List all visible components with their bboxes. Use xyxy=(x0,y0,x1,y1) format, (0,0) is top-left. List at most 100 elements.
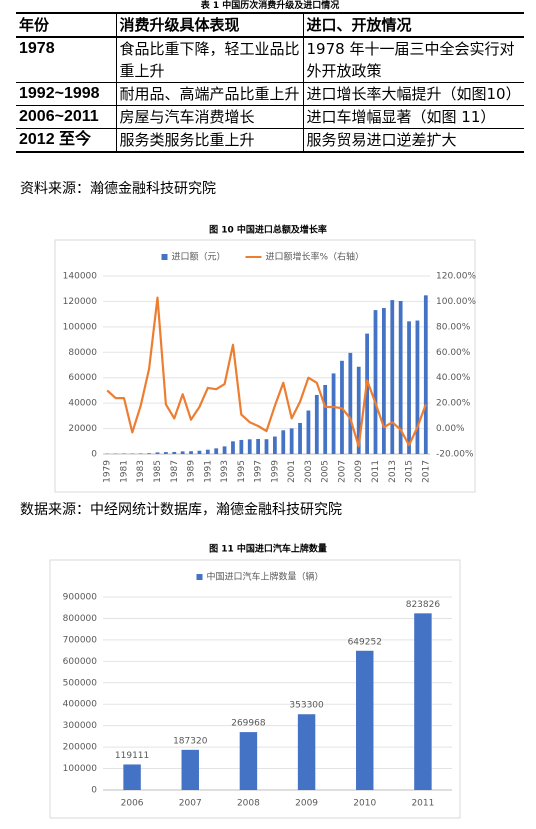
bar xyxy=(239,439,244,454)
x-tick-label: 2010 xyxy=(353,799,376,809)
x-tick-label: 2001 xyxy=(287,460,297,483)
x-tick-label: 2013 xyxy=(388,460,398,483)
bar xyxy=(205,449,210,454)
chart-frame xyxy=(49,559,461,819)
y-tick-label: 700000 xyxy=(63,635,98,645)
bar xyxy=(272,436,277,454)
bar xyxy=(356,366,361,454)
cell: 1978 xyxy=(16,37,116,83)
x-tick-label: 1983 xyxy=(136,460,146,483)
bar xyxy=(264,439,269,454)
bar xyxy=(323,384,328,454)
y-tick-label: 140000 xyxy=(63,272,98,282)
bar xyxy=(398,300,403,454)
y-tick-label: 200000 xyxy=(63,743,98,753)
header-cell: 消费升级具体表现 xyxy=(115,12,303,38)
y-tick-label: 100000 xyxy=(63,764,98,774)
line xyxy=(106,296,427,448)
bar xyxy=(390,300,395,454)
cell: 服务贸易进口逆差扩大 xyxy=(302,128,524,153)
bar xyxy=(297,714,316,790)
x-tick-label: 2011 xyxy=(371,460,381,483)
x-tick-label: 1979 xyxy=(103,460,113,483)
chart-title: 图 10 中国进口总额及增长率 xyxy=(209,224,327,236)
cell: 进口增长率大幅提升（如图10） xyxy=(302,82,524,106)
data-label: 269968 xyxy=(231,719,266,729)
bar xyxy=(163,452,168,454)
bar xyxy=(423,295,428,454)
bar xyxy=(414,613,432,790)
x-tick-label: 2008 xyxy=(237,799,260,809)
bar xyxy=(222,446,227,454)
bar xyxy=(147,453,152,454)
bar xyxy=(256,438,261,454)
header-cell: 年份 xyxy=(16,12,116,38)
y2-tick-label: 20.00% xyxy=(436,399,471,409)
x-tick-label: 2017 xyxy=(421,460,431,483)
table: 年份 消费升级具体表现 进口、开放情况 1978 食品比重下降，轻工业品比重上升 1… xyxy=(16,12,524,153)
y-tick-label: 500000 xyxy=(63,678,98,688)
bar xyxy=(331,373,336,454)
y-tick-label: 900000 xyxy=(63,593,98,603)
cell: 1992~1998 xyxy=(16,82,116,106)
row: 1992~1998 耐用品、高端产品比重上升 进口增长率大幅提升（如图10） xyxy=(16,82,524,106)
row: 2012 至今 服务类服务比重上升 服务贸易进口逆差扩大 xyxy=(16,128,524,153)
cell: 2012 至今 xyxy=(16,128,116,153)
legend-swatch xyxy=(196,574,203,580)
bar xyxy=(298,422,302,454)
y-tick-label: 0 xyxy=(91,450,97,460)
x-tick-label: 1999 xyxy=(270,460,280,483)
x-tick-label: 2009 xyxy=(354,460,364,483)
row: 2006~2011 房屋与汽车消费增长 进口车增幅显著（如图 11） xyxy=(16,105,524,129)
source-note: 资料来源：瀚德金融科技研究院 xyxy=(20,181,216,197)
legend-label: 进口额增长率%（右轴） xyxy=(266,251,365,263)
x-tick-label: 2011 xyxy=(411,799,434,809)
x-tick-label: 2007 xyxy=(337,460,347,483)
row: 1978 食品比重下降，轻工业品比重上升 1978 年十一届三中全会实行对外开放政策 xyxy=(16,37,524,83)
cell: 食品比重下降，轻工业品比重上升 xyxy=(115,37,303,83)
y2-tick-label: 80.00% xyxy=(436,322,471,332)
y-tick-label: 60000 xyxy=(68,373,97,383)
bar xyxy=(306,410,311,454)
y2-tick-label: 100.00% xyxy=(436,297,476,307)
y-tick-label: 400000 xyxy=(63,700,98,710)
x-tick-label: 1985 xyxy=(153,460,163,483)
header-row: 年份 消费升级具体表现 进口、开放情况 xyxy=(16,12,524,38)
bar xyxy=(155,452,160,454)
bar xyxy=(214,448,219,454)
x-tick-label: 1995 xyxy=(237,460,247,483)
y-tick-label: 100000 xyxy=(63,322,98,332)
data-label: 353300 xyxy=(289,701,324,711)
data-label: 823826 xyxy=(406,600,441,610)
data-label: 187320 xyxy=(173,736,208,746)
y-tick-label: 80000 xyxy=(68,348,97,358)
x-tick-label: 2005 xyxy=(321,460,331,483)
bar xyxy=(181,749,199,790)
bar xyxy=(189,451,193,454)
y-tick-label: 40000 xyxy=(68,399,97,409)
table-caption: 表 1 中国历次消费升级及进口情况 xyxy=(200,1,340,11)
x-tick-label: 1989 xyxy=(187,460,197,483)
x-tick-label: 2009 xyxy=(295,799,318,809)
x-tick-label: 1993 xyxy=(220,460,230,483)
cell: 2006~2011 xyxy=(16,105,116,129)
y-tick-label: 300000 xyxy=(63,721,98,731)
x-tick-label: 2015 xyxy=(405,460,415,483)
data-label: 119111 xyxy=(115,751,149,761)
x-tick-label: 1981 xyxy=(119,460,129,483)
cell: 耐用品、高端产品比重上升 xyxy=(115,82,303,106)
y-tick-label: 120000 xyxy=(63,297,98,307)
bar xyxy=(415,320,420,454)
cell: 房屋与汽车消费增长 xyxy=(115,105,303,129)
x-tick-label: 1987 xyxy=(170,460,180,483)
legend-label: 进口额（元） xyxy=(172,251,226,263)
bar xyxy=(123,764,141,790)
x-tick-label: 1991 xyxy=(203,460,213,483)
bar xyxy=(365,333,370,454)
x-tick-label: 2003 xyxy=(304,460,314,483)
bar xyxy=(231,441,235,454)
bar xyxy=(138,453,143,454)
bar xyxy=(197,450,202,454)
